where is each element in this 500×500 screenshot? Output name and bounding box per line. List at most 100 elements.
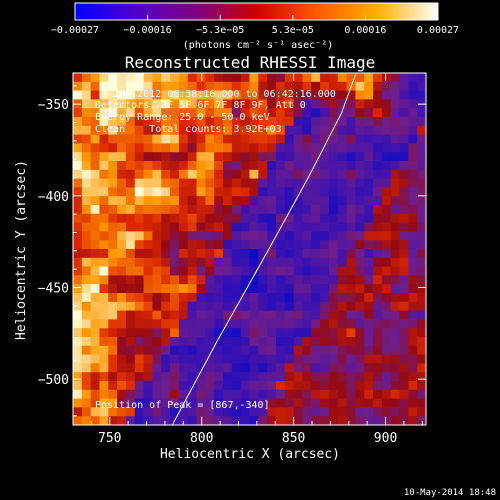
heatmap-cell bbox=[134, 231, 145, 241]
heatmap-cell bbox=[205, 328, 215, 338]
heatmap-cell bbox=[161, 293, 171, 303]
heatmap-cell bbox=[170, 407, 180, 417]
heatmap-cell bbox=[381, 134, 392, 144]
heatmap-cell bbox=[187, 363, 198, 373]
heatmap-cell bbox=[417, 205, 426, 215]
heatmap-cell bbox=[417, 231, 426, 241]
heatmap-cell bbox=[125, 381, 136, 391]
heatmap-cell bbox=[125, 231, 136, 241]
heatmap-cell bbox=[90, 337, 101, 347]
heatmap-cell bbox=[231, 81, 242, 92]
heatmap-cell bbox=[275, 169, 286, 180]
heatmap-cell bbox=[81, 213, 92, 224]
heatmap-cell bbox=[143, 169, 154, 180]
heatmap-cell bbox=[108, 275, 118, 285]
heatmap-cell bbox=[346, 169, 356, 180]
heatmap-cell bbox=[81, 345, 92, 356]
heatmap-cell bbox=[355, 407, 365, 417]
heatmap-cell bbox=[152, 178, 162, 188]
heatmap-cell bbox=[117, 266, 127, 276]
heatmap-cell bbox=[196, 381, 206, 391]
heatmap-cell bbox=[90, 152, 101, 162]
heatmap-cell bbox=[73, 345, 83, 356]
heatmap-cell bbox=[214, 257, 224, 268]
heatmap-cell bbox=[311, 337, 321, 347]
heatmap-cell bbox=[143, 134, 154, 144]
heatmap-cell bbox=[249, 354, 259, 364]
heatmap-cell bbox=[275, 363, 286, 373]
heatmap-cell bbox=[161, 372, 171, 382]
colorbar bbox=[74, 2, 439, 21]
heatmap-cell bbox=[170, 231, 180, 241]
heatmap-cell bbox=[337, 301, 348, 312]
heatmap-cell bbox=[302, 257, 312, 268]
heatmap-cell bbox=[214, 152, 224, 162]
heatmap-cell bbox=[240, 301, 251, 312]
heatmap-cell bbox=[178, 293, 189, 303]
heatmap-cell bbox=[231, 73, 242, 83]
heatmap-cell bbox=[231, 231, 242, 241]
heatmap-cell bbox=[117, 205, 127, 215]
heatmap-cell bbox=[73, 108, 83, 118]
heatmap-cell bbox=[337, 363, 348, 373]
heatmap-cell bbox=[355, 90, 365, 100]
heatmap-cell bbox=[399, 293, 409, 303]
heatmap-cell bbox=[90, 266, 101, 276]
heatmap-cell bbox=[117, 407, 127, 417]
heatmap-cell bbox=[196, 108, 206, 118]
heatmap-cell bbox=[417, 240, 426, 250]
heatmap-cell bbox=[302, 231, 312, 241]
heatmap-cell bbox=[337, 108, 348, 118]
heatmap-cell bbox=[381, 152, 392, 162]
heatmap-cell bbox=[214, 117, 224, 127]
heatmap-cell bbox=[337, 354, 348, 364]
heatmap-cell bbox=[117, 301, 127, 312]
heatmap-cell bbox=[108, 99, 118, 109]
heatmap-cell bbox=[73, 125, 83, 136]
heatmap-cell bbox=[258, 257, 268, 268]
heatmap-cell bbox=[187, 99, 198, 109]
heatmap-cell bbox=[328, 134, 339, 144]
heatmap-cell bbox=[328, 205, 339, 215]
heatmap-cell bbox=[293, 81, 304, 92]
heatmap-cell bbox=[240, 231, 251, 241]
heatmap-cell bbox=[373, 275, 383, 285]
heatmap-cell bbox=[258, 389, 268, 400]
heatmap-cell bbox=[417, 354, 426, 364]
heatmap-cell bbox=[152, 407, 162, 417]
heatmap-cell bbox=[320, 231, 330, 241]
heatmap-cell bbox=[73, 231, 83, 241]
heatmap-cell bbox=[134, 178, 145, 188]
heatmap-cell bbox=[408, 337, 418, 347]
heatmap-cell bbox=[125, 249, 136, 259]
heatmap-cell bbox=[355, 284, 365, 294]
heatmap-cell bbox=[223, 257, 233, 268]
heatmap-cell bbox=[108, 372, 118, 382]
heatmap-cell bbox=[152, 99, 162, 109]
heatmap-cell bbox=[417, 213, 426, 224]
heatmap-cell bbox=[293, 169, 304, 180]
heatmap-cell bbox=[81, 416, 92, 425]
heatmap-cell bbox=[81, 187, 92, 197]
heatmap-cell bbox=[205, 134, 215, 144]
heatmap-cell bbox=[364, 398, 374, 408]
heatmap-cell bbox=[81, 354, 92, 364]
heatmap-cell bbox=[223, 398, 233, 408]
heatmap-cell bbox=[267, 196, 277, 206]
heatmap-cell bbox=[108, 125, 118, 136]
heatmap-cell bbox=[117, 389, 127, 400]
heatmap-cell bbox=[214, 319, 224, 329]
heatmap-cell bbox=[125, 169, 136, 180]
heatmap-cell bbox=[73, 205, 83, 215]
heatmap-cell bbox=[187, 222, 198, 232]
heatmap-cell bbox=[390, 231, 401, 241]
heatmap-cell bbox=[178, 187, 189, 197]
heatmap-cell bbox=[337, 249, 348, 259]
heatmap-cell bbox=[284, 117, 295, 127]
heatmap-cell bbox=[381, 222, 392, 232]
heatmap-cell bbox=[143, 328, 154, 338]
heatmap-cell bbox=[267, 398, 277, 408]
heatmap-cell bbox=[399, 337, 409, 347]
heatmap-cell bbox=[108, 161, 118, 171]
